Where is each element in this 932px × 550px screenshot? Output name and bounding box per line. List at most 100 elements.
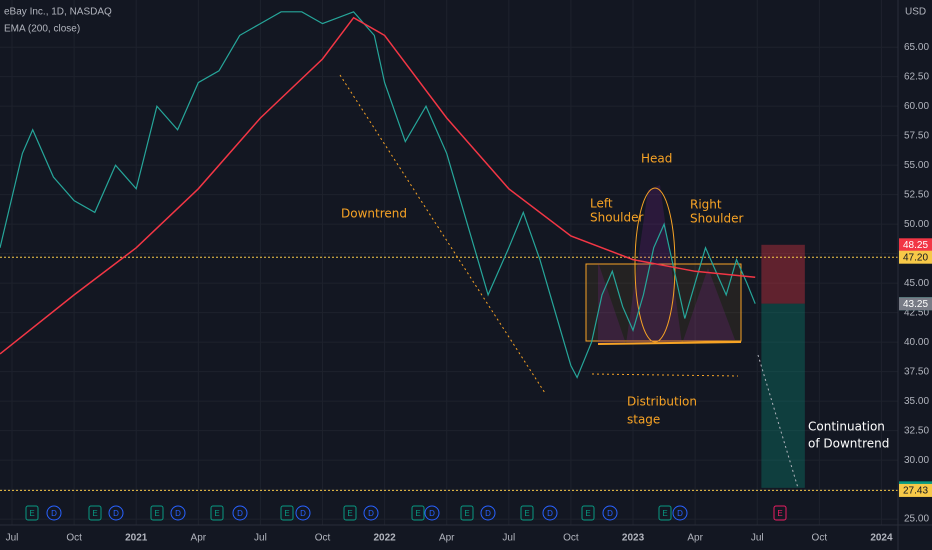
- event-label: D: [677, 509, 683, 518]
- event-label: E: [777, 509, 782, 518]
- stop-zone: [761, 244, 805, 304]
- event-icon: [411, 505, 425, 521]
- x-tick-label: 2024: [870, 533, 893, 544]
- x-tick-label: 2023: [622, 533, 645, 544]
- event-label: E: [347, 509, 352, 518]
- event-icon: [480, 505, 496, 521]
- event-label: E: [464, 509, 469, 518]
- event-icon: [672, 505, 688, 521]
- y-tick-label: 62.50: [904, 71, 929, 82]
- annotation: Shoulder: [590, 211, 644, 225]
- indicator-label: EMA (200, close): [4, 24, 80, 35]
- head-ellipse: [634, 187, 676, 343]
- annotation: Left: [590, 197, 613, 211]
- annotation: Distribution: [627, 395, 697, 409]
- event-label: D: [300, 509, 306, 518]
- pattern-fill: [598, 185, 735, 344]
- event-icon: [343, 505, 357, 521]
- event-icon: [108, 505, 124, 521]
- event-label: E: [585, 509, 590, 518]
- event-label: E: [284, 509, 289, 518]
- y-tick-label: 25.00: [904, 514, 929, 525]
- y-tick-label: 52.50: [904, 189, 929, 200]
- x-tick-label: Apr: [687, 533, 703, 544]
- event-icon: [170, 505, 186, 521]
- event-label: E: [154, 509, 159, 518]
- event-label: D: [485, 509, 491, 518]
- event-icon: [280, 505, 294, 521]
- distribution-box: [585, 263, 742, 342]
- event-icon: [520, 505, 534, 521]
- event-label: E: [92, 509, 97, 518]
- series-line: [0, 16, 756, 355]
- event-label: E: [214, 509, 219, 518]
- event-icon: [295, 505, 311, 521]
- x-tick-label: Jul: [502, 533, 515, 544]
- x-tick-label: Jul: [254, 533, 267, 544]
- x-tick-label: Oct: [315, 533, 331, 544]
- event-icon: [210, 505, 224, 521]
- chart-title: eBay Inc., 1D, NASDAQ: [4, 7, 112, 18]
- price-tag: [899, 250, 932, 264]
- event-label: D: [429, 509, 435, 518]
- event-label: D: [175, 509, 181, 518]
- event-icon: [542, 505, 558, 521]
- y-tick-label: 40.00: [904, 337, 929, 348]
- event-label: D: [237, 509, 243, 518]
- y-tick-label: 42.50: [904, 307, 929, 318]
- event-label: D: [547, 509, 553, 518]
- downtrend-arrow: [339, 74, 546, 394]
- event-label: D: [607, 509, 613, 518]
- x-tick-label: Oct: [812, 533, 828, 544]
- x-tick-label: Jul: [6, 533, 19, 544]
- event-label: E: [415, 509, 420, 518]
- annotation: Head: [641, 152, 672, 166]
- event-icon: [88, 505, 102, 521]
- event-icon: [658, 505, 672, 521]
- y-tick-label: 30.00: [904, 455, 929, 466]
- currency: USD: [905, 7, 926, 18]
- y-tick-label: 45.00: [904, 278, 929, 289]
- event-icon: [46, 505, 62, 521]
- price-tag-label: 47.20: [903, 252, 928, 263]
- x-tick-label: Apr: [439, 533, 455, 544]
- price-tag: [899, 238, 932, 252]
- distribution-arrow: [591, 373, 739, 377]
- event-icon: [232, 505, 248, 521]
- series-line: [0, 11, 756, 379]
- neckline: [597, 341, 742, 345]
- annotation: Right: [690, 198, 722, 212]
- event-icon: [460, 505, 474, 521]
- event-icon: [424, 505, 440, 521]
- annotation: Downtrend: [341, 207, 407, 221]
- target-zone: [761, 303, 805, 488]
- event-icon: [363, 505, 379, 521]
- annotation: stage: [627, 413, 660, 427]
- event-icon: [773, 505, 787, 521]
- y-tick-label: 32.50: [904, 425, 929, 436]
- event-label: D: [51, 509, 57, 518]
- annotation: of Downtrend: [808, 437, 889, 451]
- price-tag-label: 43.25: [903, 299, 928, 310]
- y-tick-label: 65.00: [904, 42, 929, 53]
- y-tick-label: 55.00: [904, 160, 929, 171]
- event-label: E: [524, 509, 529, 518]
- event-label: E: [662, 509, 667, 518]
- event-icon: [581, 505, 595, 521]
- event-icon: [602, 505, 618, 521]
- price-tag: [899, 483, 932, 497]
- y-tick-label: 37.50: [904, 366, 929, 377]
- price-tag-label: 27.43: [903, 486, 928, 497]
- price-tag-label: 48.25: [903, 240, 928, 251]
- price-tag: [899, 297, 932, 311]
- annotation: Shoulder: [690, 212, 744, 226]
- event-label: D: [113, 509, 119, 518]
- event-icon: [150, 505, 164, 521]
- continuation-arrow: [757, 354, 799, 489]
- x-tick-label: Apr: [191, 533, 207, 544]
- x-tick-label: Oct: [563, 533, 579, 544]
- y-tick-label: 35.00: [904, 396, 929, 407]
